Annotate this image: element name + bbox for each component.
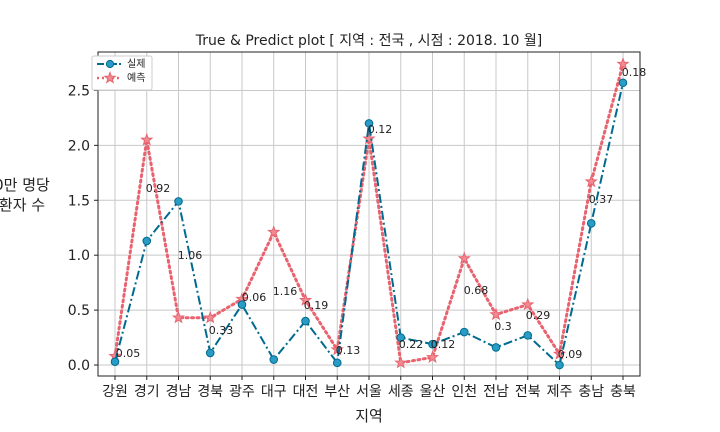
y-axis-label-line-1: 0만 명당 — [0, 176, 50, 194]
data-point-predict — [298, 293, 313, 306]
y-tick-label: 0.0 — [68, 358, 90, 374]
data-point-actual — [142, 236, 152, 246]
data-point-predict — [171, 310, 186, 324]
data-point-predict — [489, 307, 503, 321]
x-axis-label: 지역 — [355, 407, 383, 425]
data-point-actual — [174, 197, 183, 206]
legend-label-predict: 예측 — [127, 72, 145, 84]
annotation-label: 0.18 — [622, 66, 647, 79]
data-point-actual — [491, 343, 501, 352]
y-axis-label: 0만 명당 환자 수 — [0, 176, 50, 214]
legend-marker-predict — [103, 71, 117, 84]
y-axis-label-line-2: 환자 수 — [0, 196, 45, 214]
data-point-actual — [396, 333, 406, 342]
data-point-predict — [457, 251, 471, 265]
data-point-predict — [330, 342, 344, 356]
grid — [98, 52, 640, 376]
data-point-actual — [301, 316, 310, 326]
data-point-predict — [362, 131, 376, 145]
x-tick-label: 세종 — [388, 384, 414, 400]
chart-title: True & Predict plot [ 지역 : 전국 , 시점 : 201… — [195, 33, 542, 49]
data-point-actual — [110, 357, 120, 367]
x-tick-label: 서울 — [356, 384, 382, 400]
data-point-actual — [555, 360, 564, 370]
y-tick-label: 1.0 — [68, 248, 90, 264]
x-tick-label: 경북 — [197, 384, 223, 400]
annotations: 0.05 0.92 1.06 0.33 0.06 1.16 0.19 0.13 0.12 0.22… — [116, 66, 647, 361]
data-point-predict — [521, 297, 535, 311]
x-tick-label: 인천 — [451, 384, 477, 400]
annotation-label: 0.37 — [589, 193, 614, 206]
annotation-label: 0.12 — [368, 123, 393, 136]
annotation-label: 0.19 — [304, 299, 329, 312]
data-point-predict — [203, 310, 217, 324]
data-point-predict — [394, 355, 408, 369]
x-tick-label: 울산 — [420, 384, 446, 400]
annotation-label: 0.29 — [526, 309, 551, 322]
annotation-label: 0.05 — [116, 347, 141, 360]
x-tick-label: 충남 — [578, 384, 604, 400]
x-tick-label: 대구 — [261, 384, 287, 400]
data-point-predict — [425, 350, 440, 363]
x-tick-label: 전남 — [483, 384, 509, 400]
annotation-label: 0.3 — [494, 320, 512, 333]
y-tick-label: 2.5 — [68, 83, 90, 99]
x-tick-label: 제주 — [547, 384, 573, 400]
legend: 실제 예측 — [91, 55, 153, 91]
data-point-predict — [552, 347, 567, 360]
annotation-label: 0.33 — [209, 324, 234, 337]
x-tick-label: 광주 — [229, 384, 255, 400]
data-point-actual — [618, 78, 628, 88]
annotation-label: 1.06 — [178, 249, 203, 262]
annotation-label: 0.22 — [399, 338, 424, 351]
x-tick-label: 충북 — [610, 384, 636, 400]
annotation-label: 0.06 — [242, 291, 267, 304]
data-point-predict — [584, 174, 598, 188]
annotation-label: 1.16 — [273, 285, 298, 298]
annotation-label: 0.68 — [464, 284, 489, 297]
x-tick-label: 전북 — [515, 384, 541, 400]
data-point-actual — [237, 300, 247, 309]
data-point-actual — [586, 219, 596, 228]
data-point-predict — [140, 132, 154, 146]
y-tick-label: 1.5 — [68, 193, 90, 209]
annotation-label: 0.92 — [146, 182, 171, 195]
x-tick-label: 부산 — [324, 384, 350, 400]
x-tick-label: 대전 — [293, 384, 319, 400]
data-point-predict — [267, 225, 281, 238]
series-predict — [108, 57, 630, 369]
y-tick-label: 0.5 — [68, 303, 90, 319]
data-point-actual — [428, 339, 437, 349]
series-line-predict — [113, 62, 625, 365]
x-tick-label: 경기 — [134, 384, 160, 400]
x-tick-label: 경남 — [166, 384, 192, 400]
annotation-label: 0.12 — [431, 338, 456, 351]
y-ticks: 0.0 0.5 1.0 1.5 2.0 2.5 — [68, 83, 98, 374]
data-point-actual — [269, 355, 279, 364]
y-tick-label: 2.0 — [68, 138, 90, 154]
data-point-actual — [332, 358, 342, 368]
x-ticks: 강원 경기 경남 경북 광주 대구 대전 부산 서울 세종 울산 인천 전남 전북 제주 충남 충북 — [102, 376, 636, 400]
legend-label-actual: 실제 — [127, 58, 145, 70]
annotation-label: 0.13 — [336, 344, 361, 357]
data-point-actual — [523, 331, 533, 340]
series-actual — [110, 78, 628, 370]
series-layer — [108, 57, 630, 370]
data-point-actual — [205, 348, 215, 358]
data-point-predict — [616, 57, 630, 70]
x-tick-label: 강원 — [102, 384, 128, 400]
annotation-label: 0.09 — [558, 348, 583, 361]
data-point-actual — [364, 119, 374, 128]
data-point-actual — [459, 327, 469, 337]
legend-marker-actual — [105, 59, 115, 69]
